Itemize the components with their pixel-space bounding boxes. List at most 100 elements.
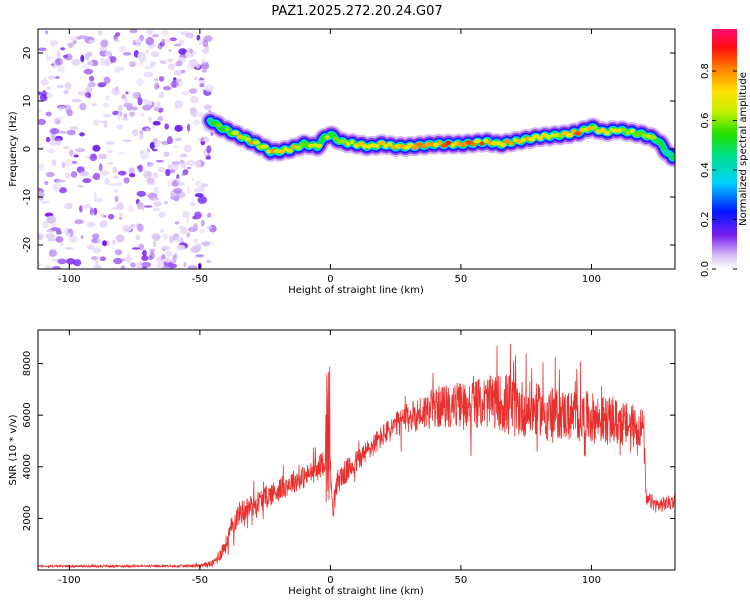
noise-speckle [71, 152, 81, 155]
noise-speckle [57, 106, 67, 111]
noise-speckle [181, 173, 186, 176]
noise-speckle [49, 138, 56, 147]
noise-speckle [173, 187, 183, 194]
noise-speckle [165, 38, 172, 43]
noise-speckle [183, 262, 187, 267]
noise-speckle [176, 244, 186, 251]
noise-speckle [151, 124, 156, 129]
noise-speckle [100, 57, 106, 66]
noise-speckle [160, 228, 164, 233]
noise-speckle [173, 145, 179, 149]
noise-speckle [192, 119, 201, 126]
noise-speckle [114, 66, 121, 73]
x-tick-label: 0 [327, 274, 333, 285]
noise-speckle [152, 172, 159, 179]
noise-speckle [106, 149, 113, 154]
noise-speckle [74, 219, 84, 225]
noise-speckle [49, 40, 59, 46]
ridge-peak [294, 145, 302, 150]
ridge-peak [231, 130, 240, 136]
noise-speckle [84, 92, 91, 98]
noise-speckle [109, 56, 117, 63]
noise-speckle [64, 158, 74, 167]
noise-speckle [189, 107, 198, 113]
noise-speckle [190, 112, 196, 116]
noise-speckle [106, 162, 114, 165]
noise-speckle [141, 255, 149, 261]
noise-speckle [84, 52, 90, 61]
noise-speckle [119, 217, 123, 220]
noise-speckle [73, 259, 82, 267]
noise-speckle [156, 261, 165, 269]
y-tick-label: -20 [22, 237, 33, 253]
noise-speckle [67, 42, 74, 48]
noise-speckle [47, 147, 55, 154]
noise-speckle [181, 90, 190, 96]
noise-speckle [190, 178, 195, 182]
noise-speckle [104, 50, 112, 57]
y-tick-label: 2000 [22, 506, 33, 531]
ridge-peak [383, 144, 389, 149]
noise-speckle [140, 151, 150, 160]
ridge-peak [465, 140, 474, 145]
noise-speckle [53, 138, 60, 141]
noise-speckle [178, 48, 187, 55]
snr-panel: -100 -50 0 50 100 2000 4000 6000 8000 Height of… [8, 329, 676, 597]
y-tick-label: 20 [22, 47, 33, 60]
ridge-peak [286, 148, 293, 153]
noise-speckle [113, 175, 119, 179]
noise-speckle [114, 195, 119, 203]
noise-speckle [117, 112, 121, 120]
noise-speckle [152, 120, 161, 126]
noise-speckle [80, 235, 84, 240]
noise-speckle [202, 39, 209, 48]
noise-speckle [46, 56, 56, 59]
noise-speckle [195, 111, 205, 118]
noise-speckle [98, 153, 108, 160]
ridge-peak [411, 145, 419, 150]
noise-speckle [154, 141, 161, 148]
noise-speckle [103, 120, 108, 128]
bottom-y-axis: 2000 4000 6000 8000 [22, 351, 675, 531]
noise-speckle [82, 63, 90, 69]
noise-speckle [186, 166, 192, 170]
noise-speckle [182, 211, 190, 219]
noise-speckle [194, 193, 204, 198]
noise-speckle [46, 92, 53, 99]
noise-speckle [146, 177, 155, 184]
noise-speckle [117, 170, 127, 176]
noise-speckle [205, 156, 212, 160]
ridge-peak [307, 143, 314, 149]
x-tick-label: -100 [58, 274, 81, 285]
noise-speckle [117, 104, 123, 113]
y-tick-label: 4000 [22, 454, 33, 479]
x-tick-label: -50 [192, 575, 208, 586]
ridge-peak [346, 141, 351, 147]
noise-speckle [158, 91, 165, 99]
noise-speckle [55, 179, 66, 183]
noise-speckle [63, 203, 72, 210]
noise-speckle [141, 261, 152, 268]
noise-speckle [66, 258, 76, 265]
noise-speckle [51, 159, 57, 167]
noise-speckle [169, 37, 177, 42]
colorbar: 0.0 0.2 0.4 0.6 0.8 Normalized spectral ampl… [700, 29, 749, 277]
noise-speckle [45, 30, 49, 35]
colorbar-tick-label: 0.8 [700, 63, 711, 79]
ridge-peak [244, 137, 251, 142]
noise-speckle [179, 159, 185, 164]
top-x-axis: -100 -50 0 50 100 [58, 29, 601, 285]
noise-speckle [153, 106, 160, 112]
noise-speckle [190, 201, 196, 207]
noise-speckle [113, 38, 120, 42]
noise-speckle [79, 102, 87, 111]
noise-speckle [199, 83, 205, 88]
noise-speckle [201, 241, 211, 246]
chart-title: PAZ1.2025.272.20.24.G07 [271, 4, 442, 19]
noise-speckle [170, 80, 179, 88]
noise-speckle [92, 233, 100, 239]
noise-speckle [45, 233, 56, 240]
noise-speckle [143, 71, 154, 78]
noise-speckle [136, 78, 145, 86]
ridge-peak [369, 143, 377, 148]
